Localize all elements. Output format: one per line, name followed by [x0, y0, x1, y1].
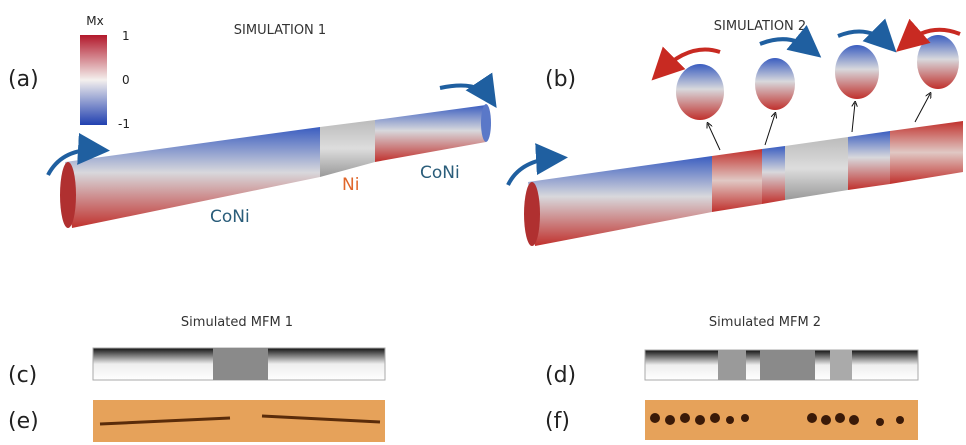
colorbar-title: Mx	[86, 14, 103, 28]
nanowire-segment	[375, 105, 486, 162]
nanowire-end	[481, 104, 491, 142]
nanowire-segment	[712, 149, 762, 212]
nanowire-end	[60, 162, 76, 228]
segment-label: CoNi	[210, 207, 250, 227]
panel-label: (b)	[545, 67, 576, 92]
rotation-arrow	[440, 86, 490, 98]
mfm-region	[760, 350, 815, 380]
cross-section	[676, 64, 724, 120]
pointer-arrow	[765, 114, 775, 145]
segment-label: CoNi	[420, 163, 460, 183]
nanowire-segment	[320, 120, 375, 177]
panel-title: Simulated MFM 1	[181, 315, 293, 330]
cross-section	[755, 58, 795, 110]
mfm-region	[830, 350, 852, 380]
panel-label: (d)	[545, 363, 576, 388]
pointer-arrow	[708, 124, 720, 150]
nanowire-segment	[65, 127, 320, 228]
rotation-arrow	[838, 32, 888, 45]
nanowire-segment	[785, 137, 848, 200]
colorbar-tick: 1	[122, 29, 130, 43]
segment-label: Ni	[342, 175, 359, 195]
colorbar	[80, 35, 107, 125]
nanowire-segment	[528, 156, 712, 246]
panel-title: SIMULATION 1	[234, 23, 326, 38]
mfm-region	[213, 348, 268, 380]
rotation-arrow	[760, 39, 812, 50]
panel-label: (c)	[8, 363, 37, 388]
pointer-arrow	[915, 94, 930, 122]
panel-title: Simulated MFM 2	[709, 315, 821, 330]
cross-section	[835, 45, 879, 99]
figure: (a) SIMULATION 1 Mx 1 0 -1 CoNi Ni CoNi …	[0, 0, 966, 445]
nanowire-segment	[890, 121, 963, 184]
cross-section	[917, 35, 959, 89]
pointer-arrow	[852, 103, 855, 132]
panel-label: (e)	[8, 409, 39, 434]
panel-label: (f)	[545, 409, 570, 434]
panel-title: SIMULATION 2	[714, 19, 806, 34]
nanowire-segment	[762, 146, 785, 204]
colorbar-tick: 0	[122, 73, 130, 87]
nanowire-end	[524, 182, 540, 246]
panel-label: (a)	[8, 67, 39, 92]
mfm-region	[718, 350, 746, 380]
colorbar-tick: -1	[118, 117, 130, 131]
nanowire-segment	[848, 131, 890, 190]
